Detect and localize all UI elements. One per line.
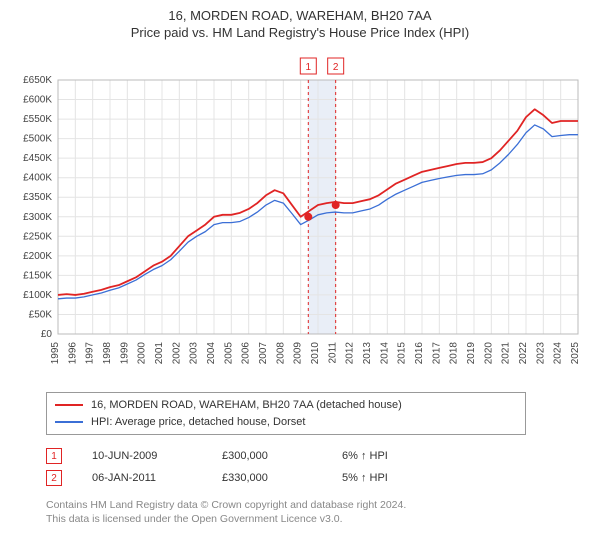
svg-text:£0: £0 [41, 329, 53, 340]
svg-text:£50K: £50K [29, 309, 53, 320]
event-date: 06-JAN-2011 [92, 472, 222, 484]
svg-text:2007: 2007 [258, 342, 269, 365]
legend-swatch [55, 421, 83, 423]
events-table: 1 10-JUN-2009£300,0006% ↑ HPI 2 06-JAN-2011… [46, 445, 590, 489]
chart-area: £0 £50K £100K £150K £200K £250K £300K £350K £400… [10, 44, 590, 384]
svg-text:2013: 2013 [362, 342, 373, 365]
svg-text:£300K: £300K [23, 212, 52, 223]
svg-text:£400K: £400K [23, 173, 52, 184]
svg-text:£200K: £200K [23, 251, 52, 262]
attribution-line: This data is licensed under the Open Gov… [46, 513, 590, 527]
legend: 16, MORDEN ROAD, WAREHAM, BH20 7AA (deta… [46, 392, 526, 435]
svg-text:£150K: £150K [23, 270, 52, 281]
svg-text:2024: 2024 [553, 342, 564, 365]
chart-title-main: 16, MORDEN ROAD, WAREHAM, BH20 7AA [10, 8, 590, 23]
legend-row: HPI: Average price, detached house, Dors… [55, 414, 517, 431]
legend-label: HPI: Average price, detached house, Dors… [91, 414, 305, 431]
svg-text:2022: 2022 [518, 342, 529, 365]
svg-text:2012: 2012 [345, 342, 356, 365]
legend-label: 16, MORDEN ROAD, WAREHAM, BH20 7AA (deta… [91, 397, 402, 414]
svg-text:£350K: £350K [23, 192, 52, 203]
svg-text:2017: 2017 [431, 342, 442, 365]
svg-text:2011: 2011 [327, 342, 338, 364]
svg-text:2009: 2009 [293, 342, 304, 365]
event-row: 2 06-JAN-2011£330,0005% ↑ HPI [46, 467, 590, 489]
svg-text:2006: 2006 [241, 342, 252, 365]
svg-text:£500K: £500K [23, 134, 52, 145]
legend-row: 16, MORDEN ROAD, WAREHAM, BH20 7AA (deta… [55, 397, 517, 414]
svg-text:1997: 1997 [85, 342, 96, 365]
event-badge: 1 [46, 448, 62, 464]
event-delta: 6% ↑ HPI [342, 450, 388, 462]
svg-text:2010: 2010 [310, 342, 321, 365]
svg-text:2015: 2015 [397, 342, 408, 365]
svg-text:2003: 2003 [189, 342, 200, 365]
svg-text:2002: 2002 [171, 342, 182, 365]
svg-text:£600K: £600K [23, 95, 52, 106]
page-root: 16, MORDEN ROAD, WAREHAM, BH20 7AA Price… [0, 0, 600, 526]
svg-text:1995: 1995 [50, 342, 61, 365]
svg-text:£450K: £450K [23, 153, 52, 164]
svg-text:1996: 1996 [67, 342, 78, 365]
svg-text:1: 1 [306, 62, 312, 73]
svg-text:2014: 2014 [379, 342, 390, 365]
svg-text:2018: 2018 [449, 342, 460, 365]
svg-text:2016: 2016 [414, 342, 425, 365]
svg-text:1999: 1999 [119, 342, 130, 365]
svg-text:2: 2 [333, 62, 339, 73]
svg-text:£550K: £550K [23, 114, 52, 125]
event-price: £330,000 [222, 472, 342, 484]
svg-text:2020: 2020 [483, 342, 494, 365]
svg-text:2004: 2004 [206, 342, 217, 365]
attribution-line: Contains HM Land Registry data © Crown c… [46, 499, 590, 513]
event-row: 1 10-JUN-2009£300,0006% ↑ HPI [46, 445, 590, 467]
svg-text:1998: 1998 [102, 342, 113, 365]
event-price: £300,000 [222, 450, 342, 462]
chart-title-sub: Price paid vs. HM Land Registry's House … [10, 25, 590, 40]
svg-text:2000: 2000 [137, 342, 148, 365]
svg-text:2005: 2005 [223, 342, 234, 365]
svg-text:2025: 2025 [570, 342, 581, 365]
svg-text:£250K: £250K [23, 231, 52, 242]
svg-text:£100K: £100K [23, 290, 52, 301]
event-date: 10-JUN-2009 [92, 450, 222, 462]
svg-text:2008: 2008 [275, 342, 286, 365]
svg-text:£650K: £650K [23, 75, 52, 86]
svg-text:2023: 2023 [535, 342, 546, 365]
legend-swatch [55, 404, 83, 406]
chart-titles: 16, MORDEN ROAD, WAREHAM, BH20 7AA Price… [10, 8, 590, 40]
svg-text:2019: 2019 [466, 342, 477, 365]
event-delta: 5% ↑ HPI [342, 472, 388, 484]
attribution: Contains HM Land Registry data © Crown c… [46, 499, 590, 526]
svg-text:2021: 2021 [501, 342, 512, 365]
event-badge: 2 [46, 470, 62, 486]
line-chart: £0 £50K £100K £150K £200K £250K £300K £350K £400… [10, 44, 590, 384]
svg-text:2001: 2001 [154, 342, 165, 365]
